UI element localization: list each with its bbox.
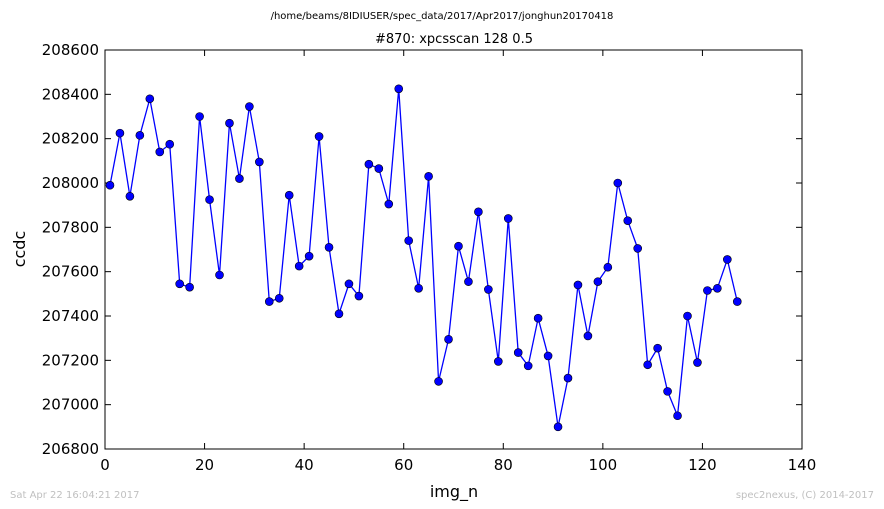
y-tick-label: 207600 (42, 263, 99, 281)
data-point (494, 357, 503, 366)
data-point (284, 190, 294, 200)
data-point (583, 331, 593, 341)
data-point (454, 241, 463, 251)
x-axis-ticks: 0 20 40 60 80 100 120 140 (100, 50, 816, 474)
data-point (195, 112, 204, 121)
data-point (165, 139, 175, 149)
footer-credit: spec2nexus, (C) 2014-2017 (736, 490, 874, 501)
x-tick-label: 120 (688, 456, 717, 474)
data-point (334, 309, 344, 319)
data-point (155, 147, 165, 157)
data-point (205, 195, 214, 204)
x-tick-label: 0 (100, 456, 110, 474)
y-axis-ticks: 206800 207000 207200 207400 207600 207800 2080… (42, 41, 802, 458)
data-point (105, 180, 115, 190)
y-tick-label: 207000 (42, 396, 99, 414)
data-point (444, 334, 453, 344)
data-point (573, 280, 583, 290)
data-point (115, 128, 125, 138)
data-point (215, 270, 224, 280)
data-point (394, 84, 404, 94)
y-tick-label: 207800 (42, 218, 99, 236)
y-axis-label: ccdc (10, 231, 29, 268)
data-point (344, 279, 354, 289)
series-markers (105, 84, 742, 432)
data-point (643, 360, 652, 370)
x-tick-label: 80 (494, 456, 513, 474)
data-point (424, 172, 433, 181)
data-point (653, 343, 662, 353)
footer-timestamp: Sat Apr 22 16:04:21 2017 (10, 490, 140, 501)
y-tick-label: 206800 (42, 440, 99, 458)
data-point (623, 216, 633, 225)
data-point (732, 297, 742, 306)
data-point (135, 131, 145, 140)
data-point (374, 164, 384, 173)
data-point (354, 291, 364, 301)
data-point (474, 207, 483, 217)
data-point (185, 282, 194, 292)
data-point (683, 311, 692, 321)
data-point (703, 286, 712, 295)
x-tick-label: 100 (589, 456, 618, 474)
data-point (364, 159, 374, 169)
data-point (175, 279, 184, 289)
data-point (314, 132, 324, 141)
data-point (274, 293, 284, 303)
data-point (484, 285, 493, 294)
data-point (593, 277, 603, 286)
plot-frame (104, 49, 803, 450)
x-tick-label: 20 (195, 456, 214, 474)
data-point (543, 351, 553, 361)
data-point (434, 377, 443, 386)
data-point (713, 283, 722, 293)
data-point (225, 118, 234, 128)
data-point (723, 255, 732, 264)
data-point (404, 236, 413, 245)
data-point (693, 358, 702, 367)
data-point (414, 283, 423, 293)
y-tick-label: 208000 (42, 174, 99, 192)
data-point (523, 361, 533, 371)
data-point (603, 262, 613, 272)
data-point (513, 348, 523, 357)
data-point (613, 178, 623, 188)
data-point (503, 214, 513, 223)
data-point (384, 199, 394, 209)
data-point (633, 244, 643, 253)
x-axis-label: img_n (430, 482, 478, 502)
data-point (294, 261, 304, 271)
data-point (264, 297, 274, 306)
x-tick-label: 40 (295, 456, 314, 474)
x-tick-label: 60 (394, 456, 413, 474)
data-point (304, 251, 314, 261)
data-point (145, 94, 155, 104)
data-point (245, 102, 254, 111)
data-point (235, 174, 244, 183)
series-line (109, 88, 738, 427)
y-tick-label: 208200 (42, 130, 99, 148)
data-point (125, 192, 135, 201)
data-point (464, 277, 473, 286)
data-point (533, 313, 543, 323)
data-point (324, 242, 334, 252)
chart-title: #870: xpcsscan 128 0.5 (375, 32, 533, 47)
data-point (563, 373, 573, 383)
y-tick-label: 208400 (42, 85, 99, 103)
data-point (553, 422, 563, 432)
y-tick-label: 208600 (42, 41, 99, 59)
data-point (663, 387, 672, 396)
data-point (673, 411, 682, 421)
data-point (255, 157, 264, 167)
file-path-suptitle: /home/beams/8IDIUSER/spec_data/2017/Apr2… (271, 11, 614, 22)
y-tick-label: 207200 (42, 351, 99, 369)
x-tick-label: 140 (788, 456, 817, 474)
y-tick-label: 207400 (42, 307, 99, 325)
